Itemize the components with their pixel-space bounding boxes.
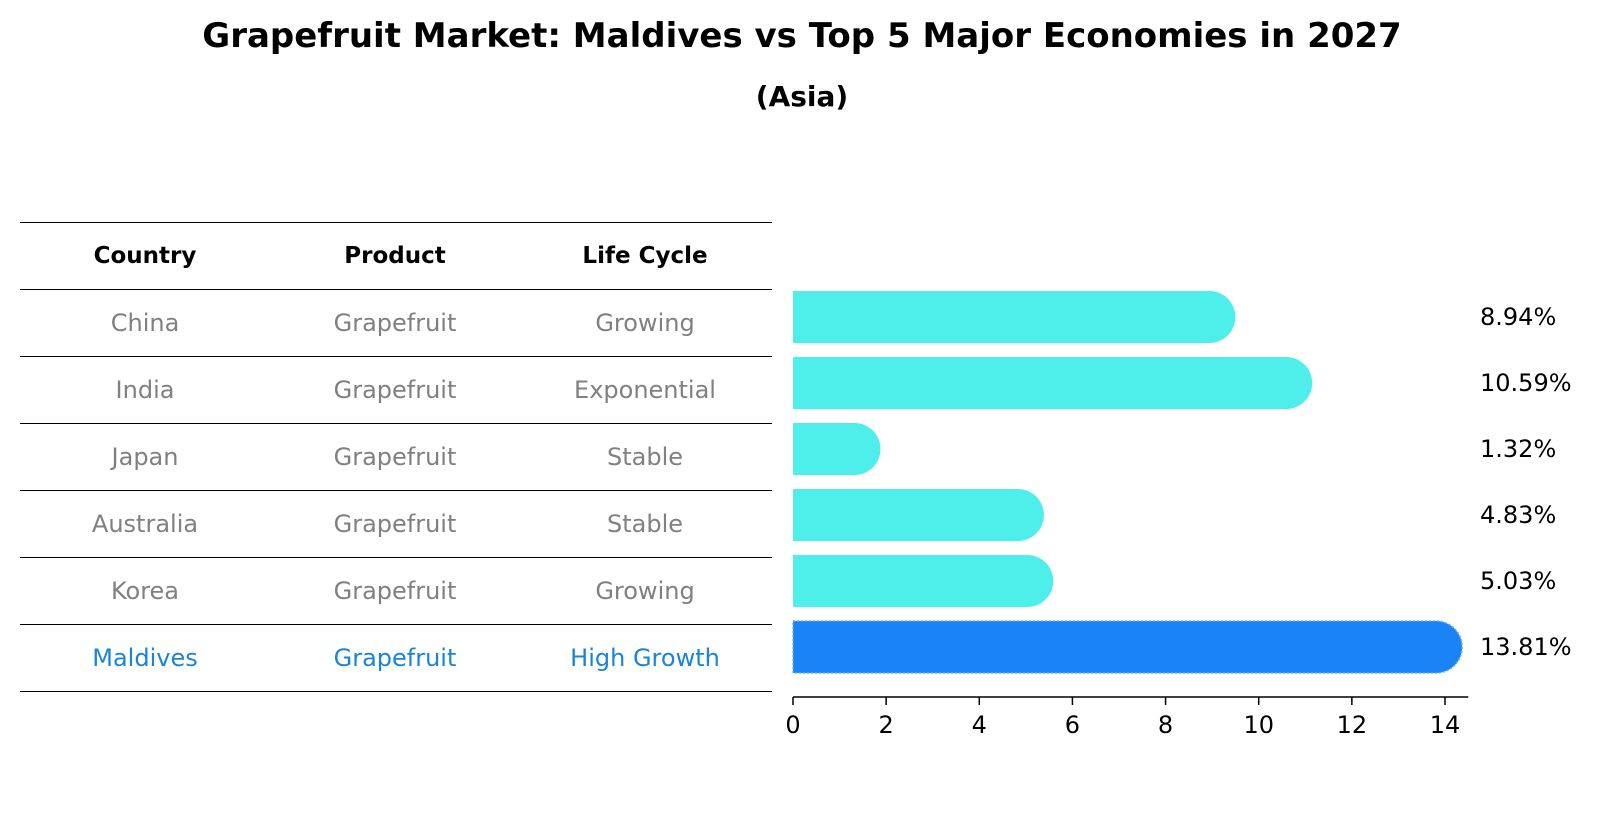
table-row: India Grapefruit Exponential	[20, 356, 772, 423]
cell-product: Grapefruit	[333, 443, 457, 471]
header-product: Product	[344, 243, 446, 269]
cell-life-cycle: Stable	[606, 510, 684, 538]
chart-subtitle: (Asia)	[755, 80, 849, 113]
cell-country: Korea	[110, 577, 180, 605]
cell-country: India	[115, 376, 175, 404]
value-label-india: 10.59%	[1480, 369, 1572, 397]
cell-life-cycle: Exponential	[574, 376, 716, 404]
bar-china	[793, 291, 1236, 343]
x-tick-label-12: 12	[1337, 711, 1368, 739]
value-label-japan: 1.32%	[1480, 435, 1556, 463]
value-label-maldives: 13.81%	[1480, 633, 1572, 661]
table-header-row: Country Product Life Cycle	[20, 222, 772, 289]
x-tick-label-10: 10	[1243, 711, 1274, 739]
x-tick-label-4: 4	[972, 711, 987, 739]
value-label-korea: 5.03%	[1480, 567, 1556, 595]
x-tick-label-2: 2	[879, 711, 894, 739]
bar-australia	[793, 489, 1044, 541]
table-row-highlight: Maldives Grapefruit High Growth	[20, 624, 772, 692]
bar-maldives	[792, 620, 1463, 674]
cell-life-cycle: High Growth	[570, 644, 720, 672]
table-row: Australia Grapefruit Stable	[20, 490, 772, 557]
cell-product: Grapefruit	[333, 510, 457, 538]
header-life-cycle: Life Cycle	[582, 243, 708, 269]
cell-product: Grapefruit	[333, 309, 457, 337]
x-tick-label-8: 8	[1158, 711, 1173, 739]
cell-product: Grapefruit	[333, 644, 457, 672]
bar-india	[793, 357, 1313, 409]
cell-country: Japan	[111, 443, 179, 471]
chart-title: Grapefruit Market: Maldives vs Top 5 Maj…	[202, 16, 1402, 56]
bar-japan	[793, 423, 881, 475]
x-tick-label-0: 0	[785, 711, 800, 739]
cell-country: Maldives	[92, 644, 198, 672]
cell-product: Grapefruit	[333, 376, 457, 404]
value-label-china: 8.94%	[1480, 303, 1556, 331]
cell-country: China	[110, 309, 180, 337]
bar-korea	[793, 555, 1054, 607]
table-row: Korea Grapefruit Growing	[20, 557, 772, 624]
cell-life-cycle: Stable	[606, 443, 684, 471]
cell-product: Grapefruit	[333, 577, 457, 605]
cell-life-cycle: Growing	[595, 309, 695, 337]
x-tick-label-14: 14	[1430, 711, 1461, 739]
table-row: Japan Grapefruit Stable	[20, 423, 772, 490]
cell-country: Australia	[91, 510, 199, 538]
cell-life-cycle: Growing	[595, 577, 695, 605]
market-table: Country Product Life Cycle China Grapefr…	[20, 222, 772, 692]
x-tick-label-6: 6	[1065, 711, 1080, 739]
table-row: China Grapefruit Growing	[20, 289, 772, 356]
header-country: Country	[93, 243, 197, 269]
value-label-australia: 4.83%	[1480, 501, 1556, 529]
